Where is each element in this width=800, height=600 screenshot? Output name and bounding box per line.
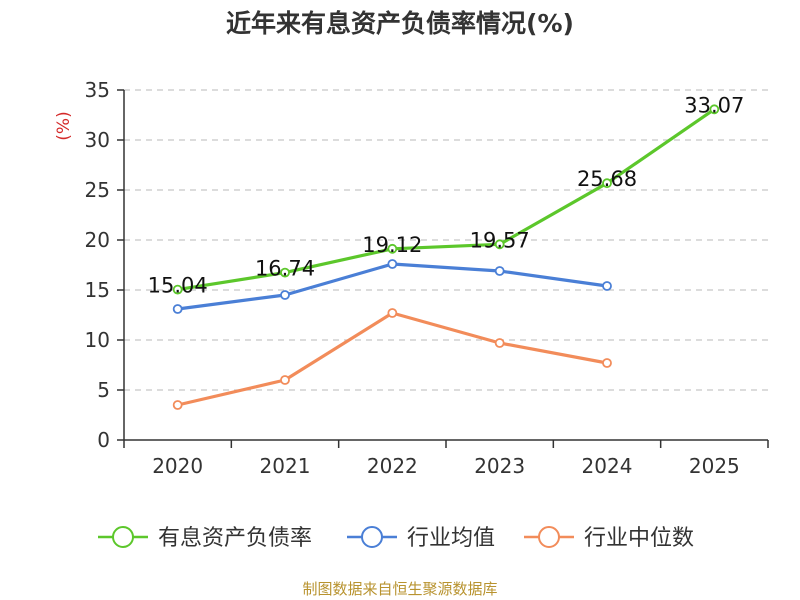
data-point [494,338,505,348]
x-tick-label: 2021 [260,454,311,478]
y-axis-label: (%) [54,111,74,140]
data-label: 16.74 [255,257,315,281]
data-point [602,358,612,368]
legend-label: 有息资产负债率 [158,526,312,551]
data-point [387,243,398,254]
data-point [602,281,612,291]
data-label: 19.57 [470,228,530,252]
series-lines [172,104,720,410]
data-point [387,259,398,269]
y-tick-label: 35 [85,78,110,102]
data-label: 33.07 [684,93,744,117]
y-tick-label: 15 [85,278,110,302]
data-label: 25.68 [577,167,637,191]
data-point [494,266,505,276]
y-tick-label: 30 [85,128,110,152]
data-point [387,308,398,318]
data-point [280,290,290,300]
data-point [280,375,290,385]
y-tick-label: 5 [97,378,110,402]
legend-marker [112,526,134,548]
y-tick-label: 10 [85,328,110,352]
data-point [709,104,720,115]
legend-marker [538,526,560,548]
data-labels: 15.04 16.74 19.12 19.57 25.68 33.07 [148,93,745,297]
x-tick-label: 2025 [689,454,740,478]
data-point [172,304,183,314]
legend-marker [361,526,383,548]
y-tick-label: 20 [85,228,110,252]
x-tick-label: 2024 [582,454,633,478]
series-line [177,262,608,311]
legend-label: 行业均值 [407,526,495,551]
x-tick-label: 2020 [152,454,203,478]
y-tick-label: 0 [97,428,110,452]
chart-title: 近年来有息资产负债率情况(%) [226,9,574,38]
data-label: 19.12 [362,233,422,257]
series-line [177,311,608,407]
x-tick-label: 2023 [474,454,525,478]
y-tick-label: 25 [85,178,110,202]
legend-label: 行业中位数 [584,526,694,551]
data-point [602,178,612,189]
data-point [172,284,183,295]
data-point [172,400,183,410]
data-label: 15.04 [148,274,208,298]
gridlines [124,89,768,391]
legend-item[interactable]: 行业中位数 [524,526,694,551]
x-tick-label: 2022 [367,454,418,478]
legend-item[interactable]: 有息资产负债率 [98,526,312,551]
legend-item[interactable]: 行业均值 [347,526,495,551]
data-point [280,267,290,278]
data-point [494,239,505,250]
series-line [177,107,716,292]
legend[interactable]: 有息资产负债率 行业均值 行业中位数 [98,526,694,551]
source-note: 制图数据来自恒生聚源数据库 [302,580,498,598]
